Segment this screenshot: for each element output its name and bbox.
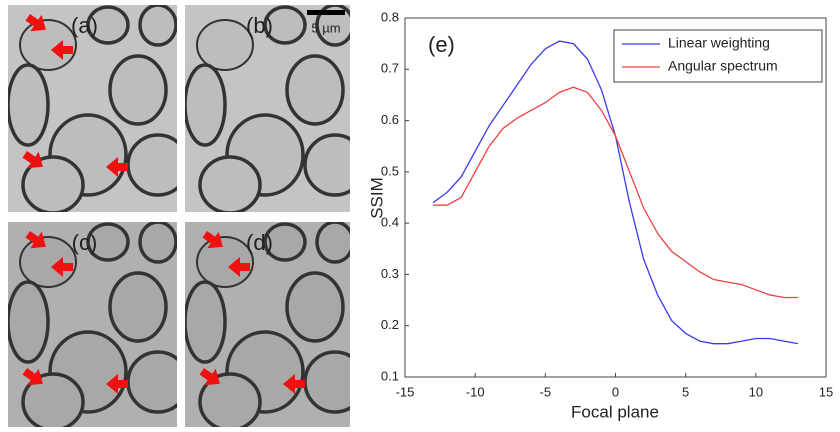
y-tick-label: 0.3 bbox=[381, 266, 399, 281]
panel-label: (c) bbox=[72, 230, 98, 255]
cell bbox=[285, 54, 345, 126]
arrow bbox=[25, 231, 46, 249]
scale-bar bbox=[307, 10, 345, 15]
y-tick-label: 0.8 bbox=[381, 9, 399, 24]
series-line bbox=[432, 40, 799, 345]
x-tick-label: -5 bbox=[540, 384, 552, 399]
arrow bbox=[199, 368, 220, 386]
cell bbox=[263, 222, 307, 262]
panel-annotation: (e) bbox=[428, 32, 455, 57]
legend-box bbox=[613, 29, 823, 83]
arrow bbox=[22, 368, 43, 386]
panel-label: (b) bbox=[246, 13, 273, 38]
cell bbox=[303, 350, 350, 414]
x-tick-label: -10 bbox=[466, 384, 485, 399]
cell bbox=[8, 63, 50, 147]
arrow bbox=[106, 374, 129, 394]
x-tick-label: 10 bbox=[749, 384, 763, 399]
arrow bbox=[51, 40, 74, 60]
cell bbox=[86, 5, 130, 45]
micrograph bbox=[185, 5, 350, 212]
cell bbox=[108, 271, 168, 343]
legend-label: Linear weighting bbox=[668, 35, 770, 51]
series-line bbox=[433, 86, 798, 299]
cell bbox=[198, 155, 262, 212]
arrow bbox=[228, 257, 251, 277]
x-tick-label: -15 bbox=[396, 384, 415, 399]
micrograph-content bbox=[185, 5, 350, 212]
x-tick-label: 15 bbox=[819, 384, 833, 399]
cell bbox=[138, 5, 177, 47]
micrograph-content bbox=[8, 5, 177, 212]
x-axis-label: Focal plane bbox=[571, 402, 659, 421]
panel-label: (a) bbox=[71, 13, 98, 38]
arrow bbox=[51, 257, 74, 277]
cell bbox=[126, 133, 177, 197]
arrow bbox=[106, 157, 129, 177]
cell bbox=[185, 63, 227, 147]
micrograph-content bbox=[8, 222, 177, 427]
scale-bar-label: 5 µm bbox=[311, 20, 340, 35]
micrograph bbox=[8, 5, 177, 212]
cell bbox=[86, 222, 130, 262]
y-tick-label: 0.4 bbox=[381, 215, 399, 230]
cell bbox=[19, 19, 77, 71]
cell bbox=[263, 5, 307, 45]
y-tick-label: 0.6 bbox=[381, 112, 399, 127]
cell bbox=[315, 222, 350, 264]
cell bbox=[138, 222, 177, 264]
x-tick-label: 5 bbox=[682, 384, 689, 399]
legend-label: Angular spectrum bbox=[668, 58, 778, 74]
cell bbox=[198, 372, 262, 427]
arrow bbox=[22, 151, 43, 169]
cell bbox=[185, 280, 227, 364]
cell bbox=[108, 54, 168, 126]
y-tick-label: 0.2 bbox=[381, 317, 399, 332]
cell bbox=[8, 280, 50, 364]
y-axis-label: SSIM bbox=[367, 177, 386, 219]
cell bbox=[196, 236, 254, 288]
y-tick-label: 0.5 bbox=[381, 163, 399, 178]
cell bbox=[315, 5, 350, 47]
panel-label: (d) bbox=[246, 230, 273, 255]
cell bbox=[21, 155, 85, 212]
y-tick-label: 0.1 bbox=[381, 368, 399, 383]
cell bbox=[285, 271, 345, 343]
arrow bbox=[25, 14, 46, 32]
arrow bbox=[202, 231, 223, 249]
x-tick-label: 0 bbox=[612, 384, 619, 399]
micrograph-content bbox=[185, 222, 350, 427]
cell bbox=[196, 19, 254, 71]
cell bbox=[303, 133, 350, 197]
cell bbox=[19, 236, 77, 288]
cell bbox=[21, 372, 85, 427]
micrograph bbox=[8, 222, 177, 427]
micrograph bbox=[185, 222, 350, 427]
y-tick-label: 0.7 bbox=[381, 61, 399, 76]
cell bbox=[126, 350, 177, 414]
arrow bbox=[283, 374, 306, 394]
